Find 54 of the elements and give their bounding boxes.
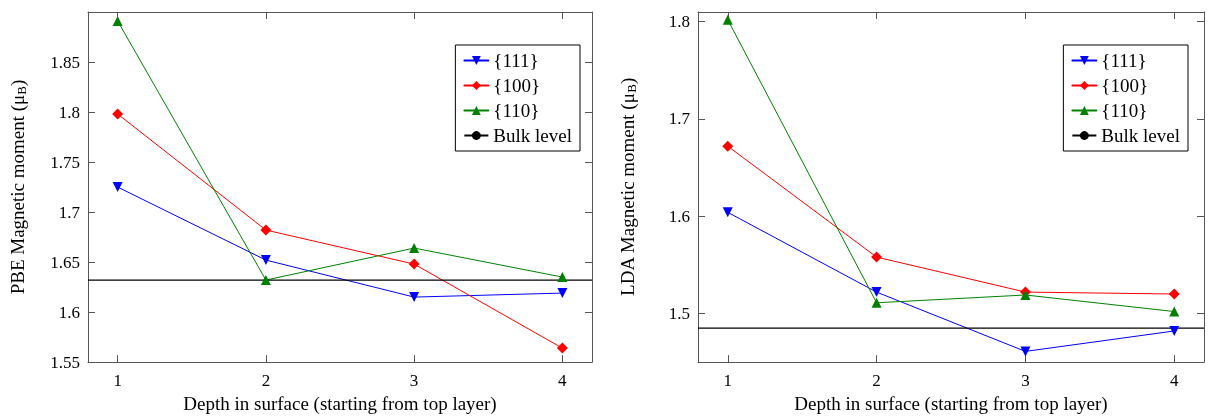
point — [409, 292, 420, 303]
legend-label: {111} — [1101, 50, 1147, 71]
point — [408, 258, 420, 270]
legend-label: Bulk level — [1101, 125, 1181, 146]
point — [722, 207, 733, 218]
point — [871, 251, 883, 263]
y-tick-label: 1.75 — [50, 152, 80, 172]
y-axis-title: LDA Magnetic moment (μB) — [617, 77, 639, 296]
point — [260, 275, 271, 286]
point — [722, 14, 733, 25]
point — [112, 108, 124, 120]
x-axis-title: Depth in surface (starting from top layer) — [794, 393, 1108, 415]
y-tick-label: 1.7 — [668, 109, 691, 129]
y-tick-label: 1.65 — [50, 252, 80, 272]
legend-label: {100} — [493, 75, 541, 96]
point — [409, 243, 420, 254]
x-tick-label: 4 — [1169, 371, 1179, 391]
x-tick-label: 1 — [723, 371, 733, 391]
x-tick-label: 2 — [261, 371, 271, 391]
point — [557, 288, 568, 299]
point — [112, 182, 123, 193]
y-tick-label: 1.6 — [58, 302, 80, 322]
x-tick-label: 3 — [1021, 371, 1030, 391]
x-tick-label: 4 — [558, 371, 568, 391]
point — [556, 342, 568, 354]
y-tick-label: 1.55 — [50, 352, 80, 372]
y-tick-label: 1.8 — [668, 12, 690, 32]
point — [112, 16, 123, 26]
x-axis-title: Depth in surface (starting from top layer) — [183, 393, 497, 415]
legend-label: {100} — [1101, 75, 1149, 96]
y-tick-label: 1.6 — [668, 206, 690, 226]
legend-label: {111} — [493, 50, 539, 71]
legend-label: {110} — [493, 100, 540, 121]
y-tick-label: 1.8 — [58, 102, 80, 122]
y-axis-title: PBE Magnetic moment (μB) — [7, 79, 29, 295]
point — [871, 297, 882, 308]
point — [260, 224, 272, 236]
y-tick-label: 1.7 — [58, 202, 81, 222]
x-tick-label: 1 — [113, 371, 122, 391]
point — [557, 272, 568, 283]
point — [1020, 346, 1031, 357]
y-tick-label: 1.85 — [50, 52, 80, 72]
legend-label: Bulk level — [493, 125, 573, 146]
point — [871, 287, 882, 298]
x-tick-label: 3 — [409, 371, 419, 391]
point — [722, 140, 734, 152]
point — [1169, 325, 1180, 336]
point — [1168, 288, 1180, 300]
point — [260, 255, 271, 266]
y-tick-label: 1.5 — [668, 303, 690, 323]
x-tick-label: 2 — [872, 371, 881, 391]
legend-label: {110} — [1101, 100, 1148, 121]
point — [1169, 306, 1180, 317]
point — [1020, 290, 1031, 300]
